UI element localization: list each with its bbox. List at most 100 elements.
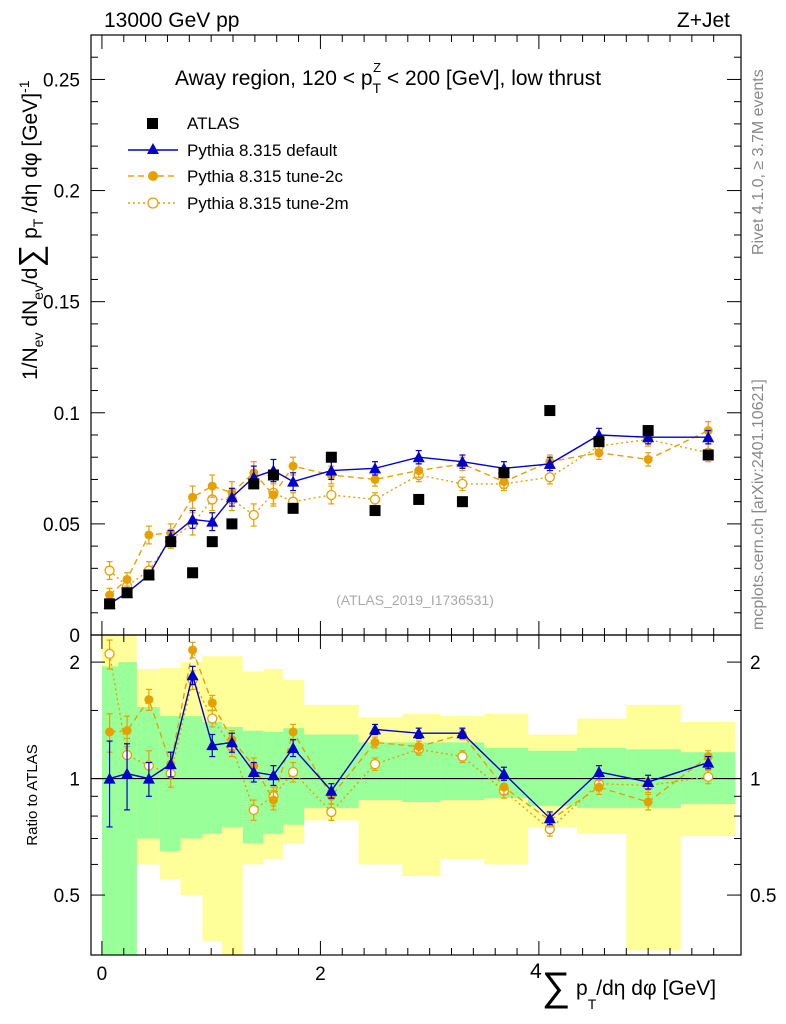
main-default-line [109,434,709,605]
ratio-tune2c-point-0 [105,727,115,737]
main-atlas-point-10 [325,451,337,463]
ratio-tune2m-point-0 [104,648,115,660]
main-atlas-point-16 [593,436,605,448]
ratio-tune2m-point-13 [457,751,468,762]
xlabel-sub: T [588,996,597,1012]
ratio-ytick-label-right-0: 0.5 [750,886,776,907]
ylabel-s3: T [30,218,46,227]
ratio-tune2c-point-14 [499,782,509,792]
ratio-tune2m-point-18 [703,771,714,783]
main-default-point-11 [369,462,382,474]
green-band-6 [222,726,243,827]
ylabel-p5: /dη dφ [GeV] [19,93,42,219]
ylabel-p3: /d [19,268,42,286]
legend-label-tune2c: Pythia 8.315 tune-2c [187,167,343,186]
ratio-ytick-label-2: 2 [69,653,80,674]
green-band-4 [180,716,203,839]
ylabel-s2: ev [30,285,46,300]
main-tune2c-point-11 [370,474,380,484]
main-ytick-label-4: 0.2 [54,182,80,203]
main-tune2c-point-5 [207,481,217,491]
main-tune2m-point-10 [326,489,337,501]
main-atlas-point-4 [187,567,199,579]
main-atlas-point-17 [642,425,654,437]
ratio-default-point-9 [287,741,300,753]
green-band-16 [577,747,627,808]
main-atlas-point-0 [104,598,116,610]
main-atlas-point-2 [143,569,155,581]
ratio-default-point-14 [497,767,510,779]
ratio-default-point-7 [247,765,260,777]
main-tune2c-point-1 [122,574,132,584]
ratio-tune2c-point-1 [122,726,132,736]
main-tune2c-point-2 [144,530,154,540]
main-atlas-point-6 [226,518,238,530]
ratio-tune2c-point-5 [207,698,217,708]
ratio-ytick-label-0: 0.5 [54,886,80,907]
main-atlas-point-11 [369,505,381,517]
ratio-tune2c-point-8 [268,795,278,805]
xlabel: 4∑ pT/dη dφ [GeV] [530,960,716,1012]
main-ytick-label-0: 0 [69,626,80,647]
main-default-point-5 [206,515,219,527]
main-ytick-label-2: 0.1 [54,404,80,425]
main-default-point-18 [702,431,715,443]
ratio-default-point-0 [103,772,116,784]
ratio-default-point-13 [456,727,469,739]
ratio-tune2m-point-9 [287,766,299,778]
watermark: (ATLAS_2019_I1736531) [336,592,494,608]
ratio-series [103,639,715,837]
main-atlas-point-8 [267,469,279,481]
ratio-default-point-8 [267,769,280,781]
main-tune2m-point-13 [457,478,468,490]
main-tune2c-line [109,429,709,596]
ratio-default-point-1 [121,767,134,779]
ratio-bands [91,635,741,955]
legend: ATLAS Pythia 8.315 default Pythia 8.315 … [128,114,349,213]
ratio-default-point-17 [642,775,655,787]
xlabel-post: /dη dφ [GeV] [596,977,716,1000]
ylabel-p4: p [19,227,42,245]
main-tune2m-point-0 [104,565,115,576]
title-sub: T [373,80,382,96]
main-tune2c-point-17 [643,454,653,464]
main-axis-ticks: 0 0.05 0.1 0.15 0.2 0.25 [43,35,741,647]
ratio-tune2c-point-2 [144,695,154,705]
ratio-tune2m-point-11 [369,758,381,770]
rivet-label: Rivet 4.1.0, ≥ 3.7M events [750,69,767,255]
main-atlas-point-15 [544,405,556,417]
ratio-tune2m-point-5 [207,713,218,724]
green-band-11 [358,742,403,801]
ratio-tune2c-point-17 [643,797,653,807]
main-atlas-point-12 [413,493,425,505]
main-tune2c-point-16 [594,448,604,458]
mcplots-label: mcplots.cern.ch [arXiv:2401.10621] [750,379,767,630]
ratio-tune2m-point-7 [248,804,259,816]
green-band-7 [242,730,264,844]
main-tune2m-point-7 [248,509,259,521]
main-tune2m-line [109,438,709,588]
header-left: 13000 GeV pp [104,9,239,32]
ylabel-s1: ev [30,333,46,348]
ratio-default-point-11 [369,723,382,735]
ratio-default-point-4 [186,669,199,681]
legend-label-default: Pythia 8.315 default [187,141,338,160]
xlabel-pre: 4 [530,960,542,983]
ratio-tune2c-point-12 [414,742,424,752]
ratio-default-point-18 [702,756,715,768]
ratio-default-point-16 [592,765,605,777]
title-part-a: Away region, 120 < p [175,67,373,90]
main-tune2c-point-4 [188,492,198,502]
ratio-tune2c-point-16 [594,782,604,792]
ratio-default-point-2 [142,772,155,784]
ratio-tune2c-point-4 [188,645,198,655]
xtick-label-1: 2 [315,964,326,985]
ylabel-p2: dN [19,300,42,333]
main-atlas-point-5 [206,536,218,548]
ratio-default-point-6 [225,736,238,748]
title-part-b: < 200 [GeV], low thrust [381,67,601,90]
yellow-band-17 [626,704,681,951]
main-ytick-label-3: 0.15 [43,293,80,314]
legend-marker-atlas [147,118,158,129]
main-tune2c-point-14 [499,477,509,487]
